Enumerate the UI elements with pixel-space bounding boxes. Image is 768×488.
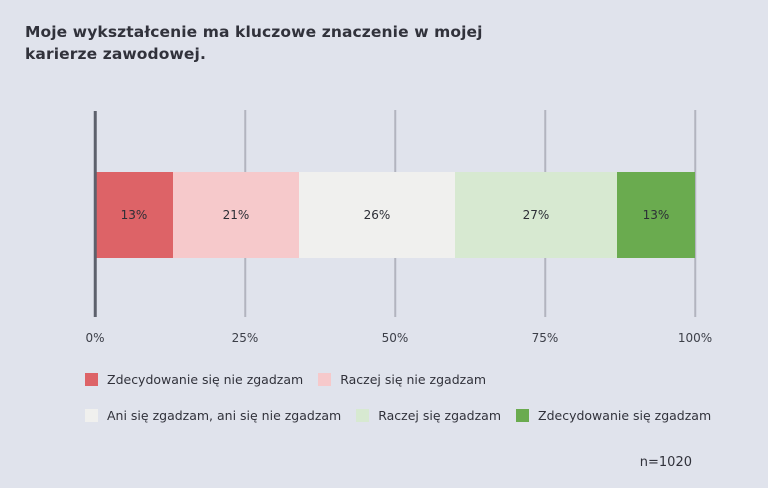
legend-item: Zdecydowanie się zgadzam — [516, 408, 711, 423]
x-axis-tick-label: 75% — [531, 331, 559, 345]
legend-swatch — [516, 409, 530, 422]
bar-segment-value: 26% — [363, 208, 391, 222]
legend-swatch — [85, 409, 98, 422]
x-axis-tick-label: 25% — [231, 331, 259, 345]
legend-swatch — [318, 373, 332, 386]
bar-segment-value: 27% — [522, 208, 550, 222]
sample-size: n=1020 — [639, 455, 692, 470]
legend-label: Ani się zgadzam, ani się nie zgadzam — [107, 408, 342, 423]
plot-area: 13% 21% 26% 27% 13% 0% 25% 50% 75% 100% — [85, 110, 712, 345]
legend-label: Raczej się nie zgadzam — [340, 372, 487, 387]
legend-label: Zdecydowanie się nie zgadzam — [107, 372, 304, 387]
bar-segment: 21% — [173, 172, 299, 258]
y-axis-line — [93, 111, 97, 317]
legend-item: Raczej się zgadzam — [356, 408, 501, 423]
legend-row: Ani się zgadzam, ani się nie zgadzam Racz… — [85, 408, 711, 423]
legend: Zdecydowanie się nie zgadzam Raczej się n… — [85, 372, 711, 423]
x-axis-tick-label: 100% — [677, 331, 713, 345]
x-axis-tick-label: 0% — [85, 331, 105, 345]
stacked-bar: 13% 21% 26% 27% 13% — [95, 172, 695, 258]
bar-segment: 27% — [455, 172, 617, 258]
legend-swatch — [356, 409, 370, 422]
legend-item: Raczej się nie zgadzam — [318, 372, 486, 387]
chart-title: Moje wykształcenie ma kluczowe znaczenie… — [25, 23, 483, 63]
gridline — [694, 110, 696, 317]
legend-label: Raczej się zgadzam — [378, 408, 502, 423]
x-axis-ticks: 0% 25% 50% 75% 100% — [85, 331, 712, 347]
bar-segment: 13% — [95, 172, 173, 258]
legend-item: Ani się zgadzam, ani się nie zgadzam — [85, 408, 341, 423]
x-axis-tick-label: 50% — [381, 331, 409, 345]
legend-item: Zdecydowanie się nie zgadzam — [85, 372, 303, 387]
bar-segment-value: 21% — [222, 208, 250, 222]
legend-swatch — [85, 373, 98, 386]
bar-segment-value: 13% — [120, 208, 148, 222]
legend-label: Zdecydowanie się zgadzam — [538, 408, 712, 423]
bar-segment: 26% — [299, 172, 455, 258]
bar-segment: 13% — [617, 172, 695, 258]
bar-segment-value: 13% — [642, 208, 670, 222]
legend-row: Zdecydowanie się nie zgadzam Raczej się n… — [85, 372, 711, 387]
